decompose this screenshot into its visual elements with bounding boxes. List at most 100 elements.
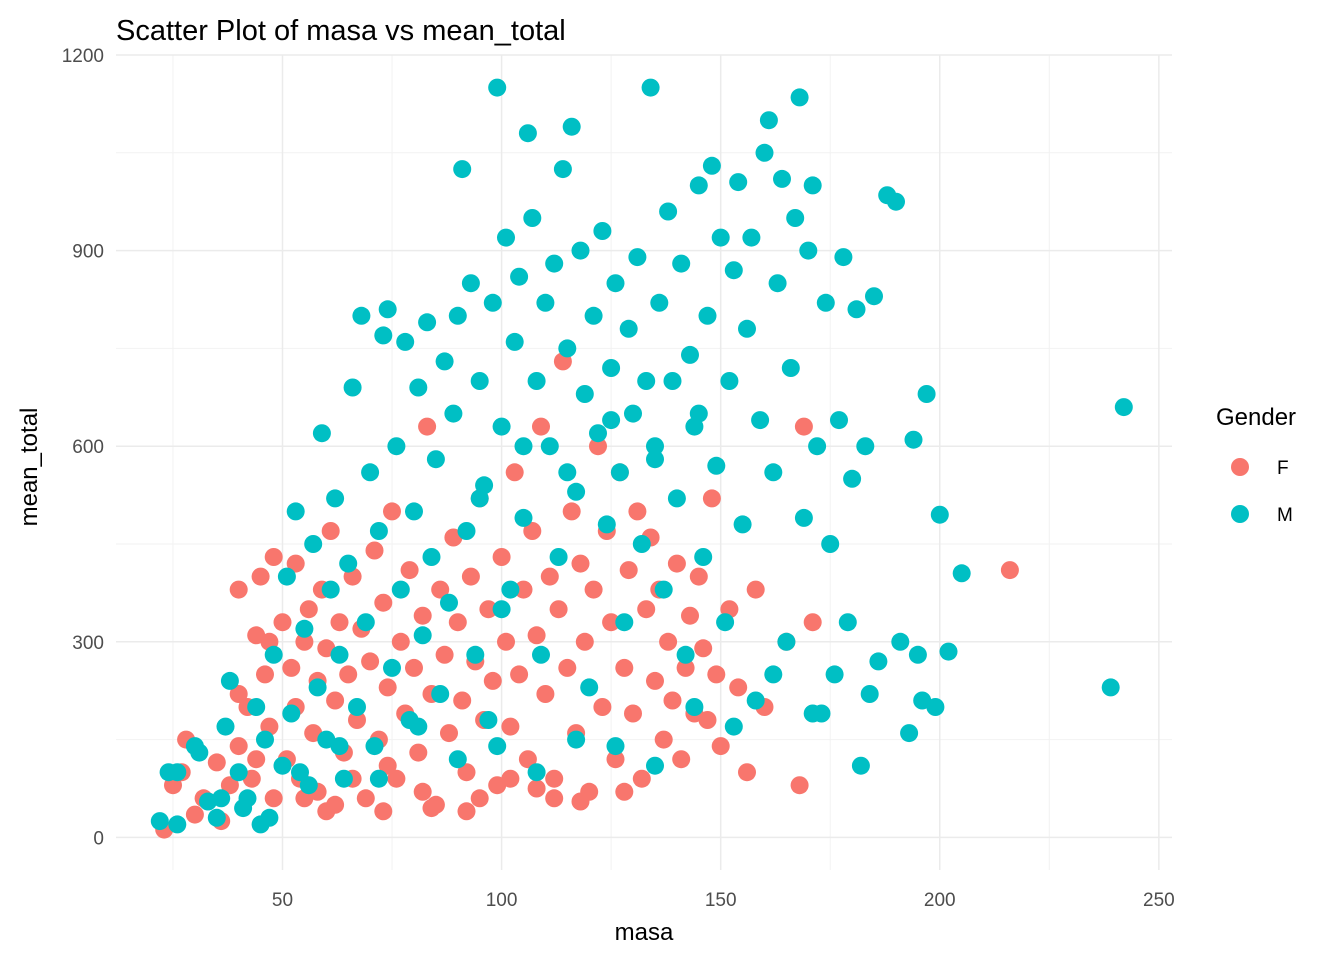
data-point-f: [435, 645, 454, 664]
data-point-m: [637, 372, 656, 390]
y-tick-label: 300: [72, 633, 104, 654]
data-point-m: [383, 658, 401, 677]
data-point-m: [321, 580, 340, 599]
x-tick-label: 50: [272, 890, 293, 911]
data-point-f: [790, 776, 809, 795]
data-point-m: [781, 359, 800, 377]
data-point-m: [440, 593, 458, 612]
data-point-f: [575, 632, 594, 651]
data-point-m: [584, 306, 603, 325]
data-point-m: [330, 737, 349, 756]
data-point-m: [619, 319, 638, 338]
data-point-m: [908, 645, 927, 664]
data-point-m: [312, 424, 331, 443]
data-point-m: [1101, 678, 1120, 697]
data-point-m: [505, 332, 524, 351]
data-point-m: [803, 704, 822, 723]
data-point-f: [321, 522, 340, 540]
data-point-m: [641, 78, 660, 97]
data-point-m: [492, 600, 511, 619]
data-point-f: [667, 554, 686, 573]
data-point-f: [383, 502, 401, 521]
data-point-m: [334, 769, 353, 788]
data-point-f: [518, 750, 537, 769]
data-point-m: [558, 339, 577, 358]
data-point-f: [606, 750, 625, 769]
data-point-f: [330, 613, 349, 632]
data-point-f: [453, 691, 472, 710]
data-point-m: [724, 717, 743, 736]
data-point-f: [707, 665, 726, 684]
data-point-m: [720, 372, 739, 390]
data-point-f: [339, 665, 358, 684]
data-point-m: [702, 156, 721, 175]
data-point-m: [759, 111, 778, 130]
data-point-m: [405, 502, 423, 521]
data-point-m: [606, 274, 625, 293]
data-point-m: [676, 645, 695, 664]
data-point-m: [216, 717, 235, 736]
data-point-f: [391, 632, 410, 651]
data-point-m: [724, 261, 743, 280]
data-point-f: [405, 658, 423, 677]
data-point-f: [440, 724, 458, 743]
data-point-m: [168, 763, 187, 782]
data-point-f: [532, 417, 550, 436]
data-point-m: [716, 613, 735, 632]
data-point-m: [567, 482, 586, 501]
data-point-m: [904, 430, 923, 449]
data-point-m: [593, 222, 612, 240]
data-point-m: [220, 671, 239, 690]
data-point-m: [580, 678, 599, 697]
data-point-m: [1114, 398, 1133, 417]
data-point-m: [488, 737, 507, 756]
data-point-m: [527, 763, 546, 782]
data-point-f: [422, 799, 441, 818]
data-point-f: [589, 437, 607, 456]
data-point-m: [751, 411, 770, 430]
data-point-m: [646, 450, 664, 469]
data-point-m: [536, 293, 555, 312]
data-point-m: [523, 209, 542, 227]
data-point-f: [558, 658, 577, 677]
data-point-m: [816, 293, 835, 312]
legend: Gender FM: [1216, 404, 1296, 526]
x-axis-title: masa: [615, 919, 674, 946]
data-point-m: [952, 564, 971, 583]
data-point-m: [532, 645, 550, 664]
y-tick-label: 900: [72, 242, 104, 263]
data-point-f: [632, 769, 651, 788]
data-point-f: [229, 685, 248, 703]
data-point-m: [707, 456, 726, 475]
data-point-f: [387, 769, 406, 788]
data-point-f: [505, 463, 524, 482]
data-point-m: [575, 385, 594, 403]
data-point-m: [470, 489, 489, 508]
legend-swatch-f: [1231, 458, 1249, 476]
data-point-m: [418, 313, 437, 332]
data-point-m: [426, 450, 445, 469]
data-point-f: [409, 743, 428, 762]
data-point-f: [374, 593, 393, 612]
data-point-f: [628, 502, 647, 521]
data-point-m: [615, 613, 634, 632]
data-point-m: [409, 378, 428, 397]
data-point-m: [501, 580, 520, 599]
data-point-f: [501, 717, 520, 736]
data-point-m: [777, 632, 796, 651]
data-point-f: [545, 789, 564, 808]
data-point-m: [396, 332, 415, 351]
data-point-m: [865, 287, 883, 306]
data-point-m: [348, 698, 366, 716]
data-point-f: [220, 776, 239, 795]
data-point-f: [593, 698, 612, 716]
data-point-m: [729, 173, 748, 192]
data-point-m: [764, 463, 783, 482]
data-point-f: [729, 678, 748, 697]
data-point-f: [562, 502, 581, 521]
data-point-f: [527, 779, 546, 798]
data-point-f: [624, 704, 642, 723]
x-tick-label: 200: [924, 890, 956, 911]
